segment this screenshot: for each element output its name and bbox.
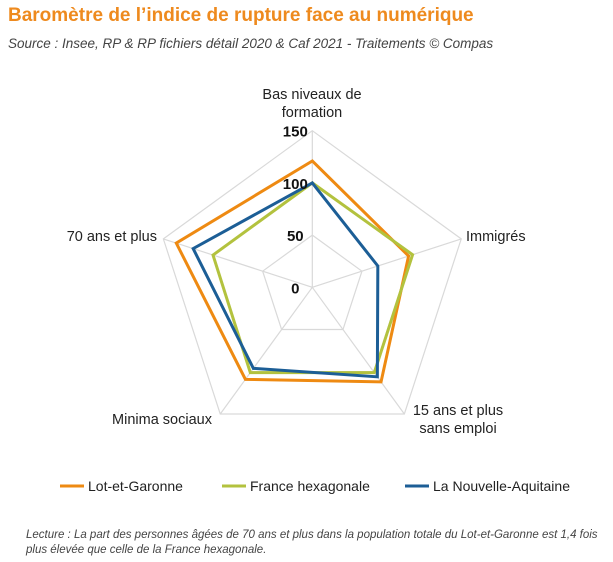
axis-label: 70 ans et plus <box>67 229 157 245</box>
legend-label: Lot-et-Garonne <box>88 478 183 494</box>
legend-label: France hexagonale <box>250 478 370 494</box>
grid-ring <box>162 129 462 415</box>
grid-spoke <box>219 286 313 415</box>
grid-spoke <box>311 286 405 415</box>
axis-label: formation <box>282 105 342 121</box>
tick-label: 150 <box>283 124 308 141</box>
axis-label: Immigrés <box>466 229 526 245</box>
axis-label: Minima sociaux <box>112 412 213 428</box>
grid-ring <box>261 234 363 331</box>
axis-label: sans emploi <box>419 421 496 437</box>
chart-source: Source : Insee, RP & RP fichiers détail … <box>8 36 494 51</box>
chart-title: Baromètre de l’indice de rupture face au… <box>8 5 474 26</box>
axis-label: Bas niveaux de <box>262 87 361 103</box>
series-line-2 <box>191 180 380 379</box>
tick-label: 100 <box>283 176 308 193</box>
legend-label: La Nouvelle-Aquitaine <box>433 478 570 494</box>
tick-label: 0 <box>291 280 299 297</box>
grid-spoke <box>312 238 462 288</box>
axis-label: 15 ans et plus <box>413 403 503 419</box>
grid-spoke <box>163 238 313 288</box>
tick-label: 50 <box>287 228 304 245</box>
reading-note: Lecture : La part des personnes âgées de… <box>26 529 598 556</box>
